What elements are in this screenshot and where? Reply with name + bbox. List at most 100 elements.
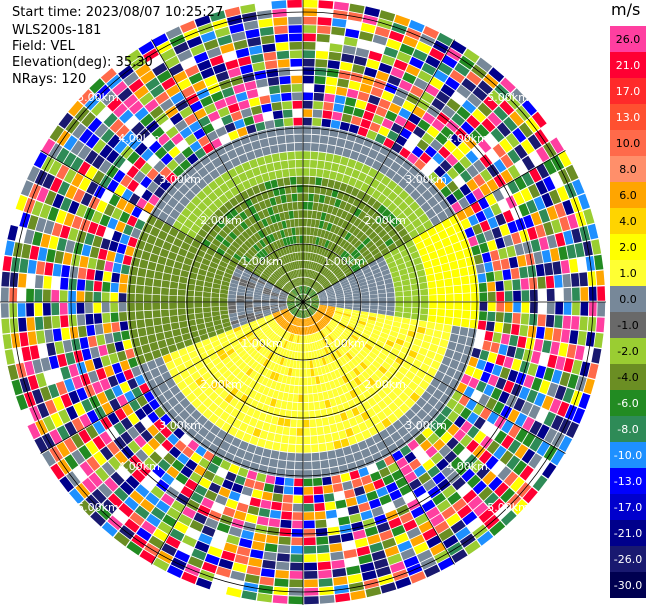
- range-gate-cell: [344, 232, 352, 241]
- range-gate-cell: [419, 379, 430, 390]
- range-gate-cell: [287, 315, 294, 322]
- range-gate-cell: [405, 370, 416, 381]
- range-gate-cell: [336, 358, 344, 367]
- range-gate-cell: [309, 343, 314, 351]
- range-gate-cell: [262, 309, 271, 313]
- range-gate-cell: [337, 377, 345, 386]
- range-gate-cell: [472, 368, 483, 380]
- range-gate-cell: [161, 316, 170, 325]
- range-gate-cell: [359, 261, 368, 269]
- range-gate-cell: [465, 192, 477, 205]
- range-gate-cell: [367, 196, 377, 207]
- range-gate-cell: [368, 50, 383, 62]
- range-gate-cell: [436, 458, 449, 471]
- range-gate-cell: [198, 328, 207, 336]
- range-gate-cell: [312, 271, 317, 279]
- range-gate-cell: [342, 354, 351, 363]
- range-gate-cell: [362, 237, 371, 246]
- range-gate-cell: [341, 384, 349, 394]
- range-gate-cell: [472, 86, 488, 102]
- range-gate-cell: [326, 144, 336, 154]
- range-gate-cell: [311, 376, 316, 385]
- range-gate-cell: [281, 511, 292, 520]
- range-gate-cell: [518, 122, 534, 138]
- range-gate-cell: [513, 460, 527, 476]
- range-gate-cell: [194, 540, 210, 553]
- range-gate-cell: [321, 247, 327, 256]
- range-gate-cell: [272, 324, 280, 332]
- range-gate-cell: [375, 239, 384, 248]
- range-gate-cell: [547, 382, 559, 398]
- range-gate-cell: [313, 350, 318, 359]
- range-gate-cell: [16, 394, 28, 411]
- range-gate-cell: [282, 311, 290, 317]
- range-gate-cell: [153, 317, 162, 326]
- range-gate-cell: [451, 201, 463, 213]
- range-gate-cell: [378, 293, 387, 298]
- range-gate-cell: [358, 554, 373, 565]
- range-gate-cell: [452, 351, 463, 362]
- range-gate-cell: [307, 218, 312, 227]
- range-gate-cell: [322, 169, 331, 179]
- range-gate-cell: [520, 187, 533, 202]
- range-gate-cell: [303, 377, 308, 386]
- range-gate-cell: [467, 474, 481, 489]
- range-gate-cell: [500, 77, 516, 93]
- range-gate-cell: [311, 299, 319, 302]
- range-gate-cell: [303, 360, 307, 369]
- range-gate-cell: [401, 233, 412, 243]
- range-gate-cell: [204, 343, 213, 352]
- range-gate-cell: [387, 302, 395, 307]
- range-gate-cell: [304, 537, 316, 546]
- range-gate-cell: [346, 257, 355, 265]
- range-gate-cell: [459, 183, 472, 196]
- range-gate-cell: [358, 383, 367, 393]
- range-gate-cell: [68, 314, 77, 327]
- range-gate-cell: [380, 175, 391, 186]
- range-gate-cell: [143, 352, 154, 362]
- range-gate-cell: [423, 219, 434, 230]
- range-gate-cell: [272, 493, 283, 503]
- range-gate-cell: [291, 307, 297, 314]
- range-gate-cell: [202, 408, 213, 420]
- range-gate-cell: [491, 226, 502, 239]
- range-gate-cell: [392, 386, 403, 397]
- range-gate-cell: [360, 314, 368, 319]
- range-gate-cell: [380, 219, 390, 229]
- range-gate-cell: [306, 278, 310, 286]
- range-gate-cell: [324, 284, 332, 290]
- range-gate-cell: [399, 484, 412, 496]
- range-gate-cell: [346, 565, 361, 576]
- range-gate-cell: [267, 319, 275, 325]
- range-gate-cell: [235, 429, 245, 440]
- range-gate-cell: [597, 286, 606, 301]
- range-gate-cell: [300, 344, 303, 352]
- range-gate-cell: [412, 49, 428, 62]
- range-gate-cell: [134, 408, 147, 421]
- range-gate-cell: [337, 248, 345, 257]
- range-gate-cell: [412, 445, 425, 458]
- range-gate-cell: [381, 417, 392, 428]
- range-gate-cell: [348, 177, 357, 187]
- range-gate-cell: [57, 353, 68, 368]
- range-gate-cell: [418, 520, 433, 534]
- range-gate-cell: [277, 391, 284, 400]
- range-gate-cell: [229, 351, 238, 360]
- range-gate-cell: [370, 302, 378, 306]
- range-gate-cell: [308, 185, 315, 194]
- range-gate-cell: [155, 332, 165, 341]
- range-gate-cell: [324, 259, 330, 267]
- range-gate-cell: [303, 75, 314, 84]
- range-gate-cell: [295, 318, 299, 326]
- range-gate-cell: [259, 356, 267, 365]
- range-gate-cell: [475, 124, 490, 138]
- range-gate-cell: [318, 220, 325, 229]
- range-gate-cell: [309, 168, 317, 177]
- range-gate-cell: [319, 451, 328, 461]
- range-gate-cell: [307, 252, 311, 261]
- range-gate-cell: [410, 403, 422, 414]
- range-gate-cell: [465, 398, 478, 411]
- range-gate-cell: [351, 521, 364, 532]
- range-gate-cell: [306, 287, 310, 295]
- range-gate-cell: [244, 355, 253, 364]
